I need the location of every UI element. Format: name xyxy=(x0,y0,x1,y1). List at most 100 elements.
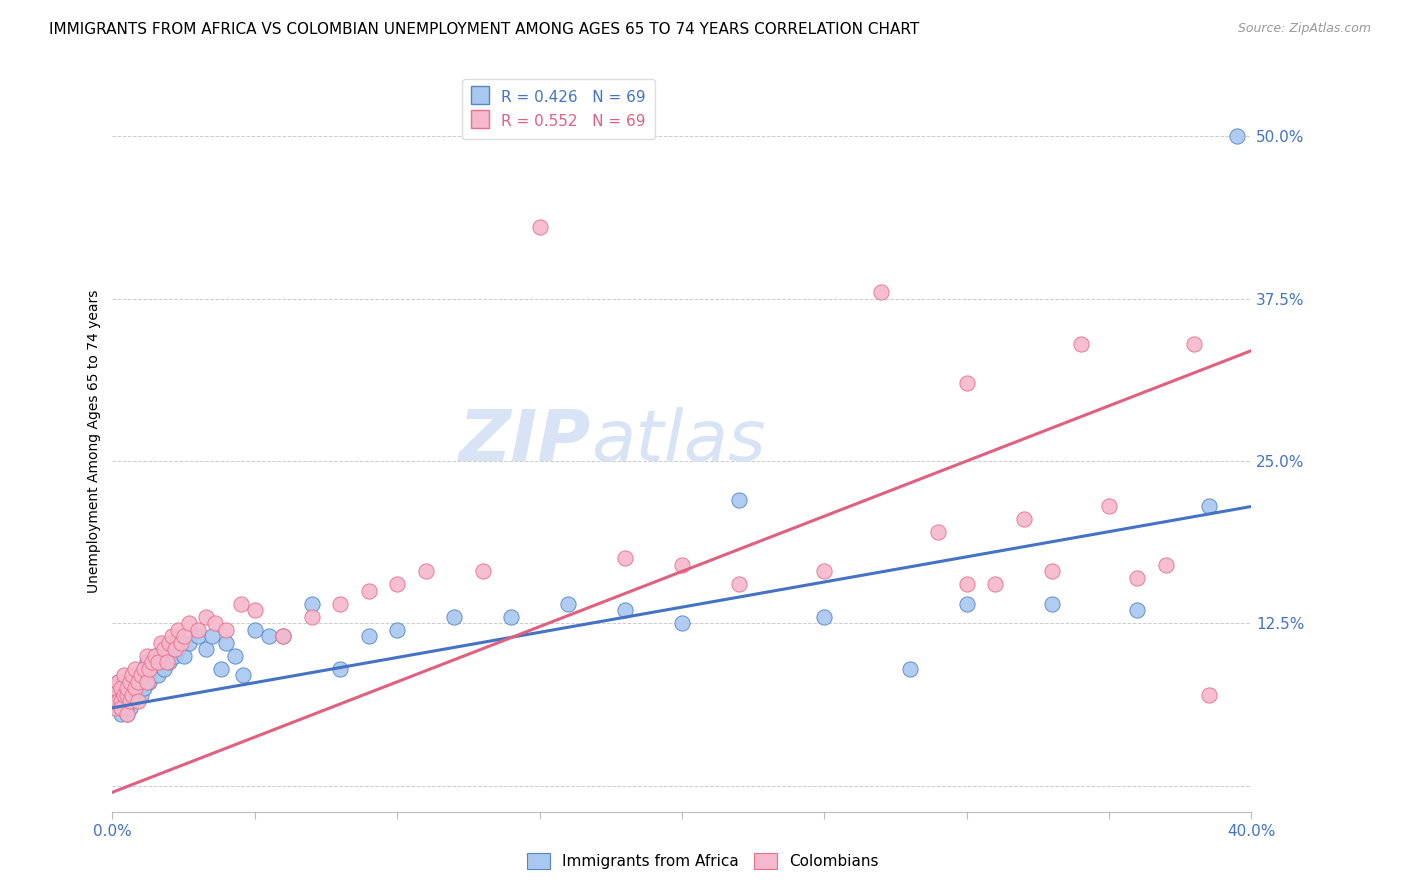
Point xyxy=(112,688,135,702)
Point xyxy=(146,668,169,682)
Point xyxy=(138,674,160,689)
Point xyxy=(229,597,252,611)
Point xyxy=(1198,688,1220,702)
Point xyxy=(187,629,209,643)
Point xyxy=(529,220,551,235)
Point xyxy=(118,694,141,708)
Point xyxy=(187,623,209,637)
Point xyxy=(1184,337,1206,351)
Point xyxy=(501,610,523,624)
Point xyxy=(1126,603,1149,617)
Point xyxy=(257,629,280,643)
Point xyxy=(613,603,636,617)
Point xyxy=(956,597,979,611)
Point xyxy=(471,565,494,579)
Point xyxy=(135,668,157,682)
Point xyxy=(104,701,127,715)
Point xyxy=(121,668,143,682)
Point xyxy=(127,674,149,689)
Point xyxy=(124,674,146,689)
Point xyxy=(170,636,193,650)
Point xyxy=(104,681,127,696)
Point xyxy=(1040,565,1063,579)
Point xyxy=(155,648,177,663)
Text: IMMIGRANTS FROM AFRICA VS COLOMBIAN UNEMPLOYMENT AMONG AGES 65 TO 74 YEARS CORRE: IMMIGRANTS FROM AFRICA VS COLOMBIAN UNEM… xyxy=(49,22,920,37)
Point xyxy=(121,694,143,708)
Point xyxy=(112,701,135,715)
Point xyxy=(124,688,146,702)
Legend: Immigrants from Africa, Colombians: Immigrants from Africa, Colombians xyxy=(522,847,884,875)
Point xyxy=(115,681,138,696)
Text: ZIP: ZIP xyxy=(458,407,591,476)
Point xyxy=(141,656,163,670)
Point xyxy=(329,662,352,676)
Point xyxy=(107,694,129,708)
Point xyxy=(167,642,190,657)
Point xyxy=(271,629,295,643)
Point xyxy=(110,681,132,696)
Point xyxy=(132,662,155,676)
Point xyxy=(1098,500,1121,514)
Point xyxy=(138,662,160,676)
Point xyxy=(728,577,751,591)
Point xyxy=(329,597,352,611)
Point xyxy=(110,707,132,722)
Point xyxy=(357,629,380,643)
Point xyxy=(1012,512,1035,526)
Point xyxy=(112,668,135,682)
Point xyxy=(129,674,152,689)
Point xyxy=(385,577,409,591)
Point xyxy=(813,565,835,579)
Point xyxy=(1069,337,1091,351)
Point xyxy=(232,668,254,682)
Point xyxy=(243,623,266,637)
Point xyxy=(984,577,1007,591)
Point xyxy=(143,648,166,663)
Point xyxy=(165,648,187,663)
Point xyxy=(135,674,157,689)
Point xyxy=(243,603,266,617)
Point xyxy=(118,688,141,702)
Point xyxy=(115,707,138,722)
Point xyxy=(110,681,132,696)
Point xyxy=(167,623,190,637)
Point xyxy=(357,583,380,598)
Point xyxy=(1198,500,1220,514)
Point xyxy=(129,688,152,702)
Point xyxy=(107,701,129,715)
Text: Source: ZipAtlas.com: Source: ZipAtlas.com xyxy=(1237,22,1371,36)
Point xyxy=(179,616,201,631)
Point xyxy=(271,629,295,643)
Point xyxy=(127,668,149,682)
Point xyxy=(179,636,201,650)
Point xyxy=(118,701,141,715)
Point xyxy=(671,616,693,631)
Point xyxy=(115,681,138,696)
Point xyxy=(1040,597,1063,611)
Point xyxy=(149,656,172,670)
Point xyxy=(195,610,218,624)
Point xyxy=(301,597,323,611)
Point xyxy=(613,551,636,566)
Text: atlas: atlas xyxy=(591,407,765,476)
Point xyxy=(146,656,169,670)
Point xyxy=(149,636,172,650)
Point xyxy=(135,648,157,663)
Point xyxy=(115,694,138,708)
Point xyxy=(110,694,132,708)
Point xyxy=(415,565,437,579)
Point xyxy=(301,610,323,624)
Point xyxy=(1154,558,1177,572)
Point xyxy=(152,642,174,657)
Point xyxy=(124,681,146,696)
Point xyxy=(143,648,166,663)
Point xyxy=(110,694,132,708)
Legend: R = 0.426   N = 69, R = 0.552   N = 69: R = 0.426 N = 69, R = 0.552 N = 69 xyxy=(461,79,655,139)
Point xyxy=(152,662,174,676)
Point xyxy=(927,525,949,540)
Point xyxy=(159,656,180,670)
Point xyxy=(112,674,135,689)
Point xyxy=(141,662,163,676)
Point xyxy=(107,674,129,689)
Point xyxy=(204,616,226,631)
